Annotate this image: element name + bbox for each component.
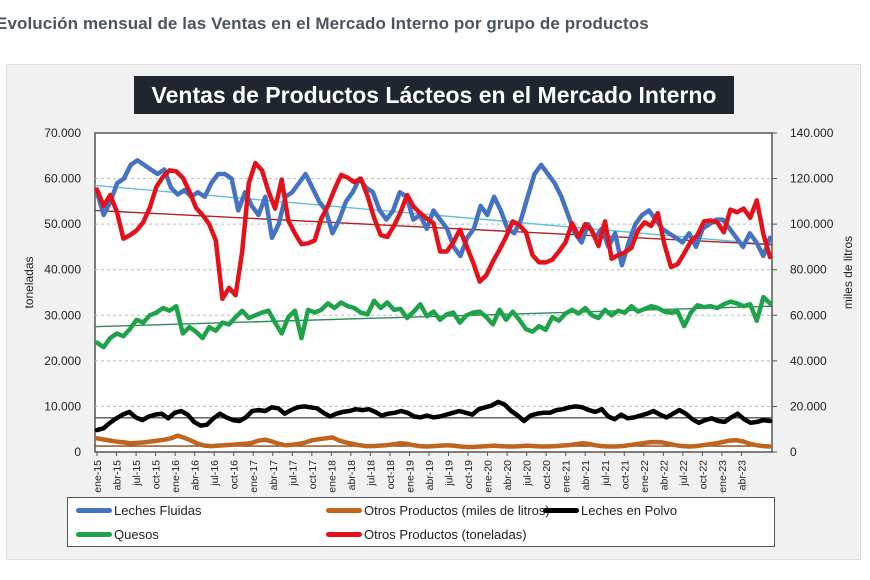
legend-label: Leches en Polvo: [581, 503, 678, 518]
legend-item-otros-litros: Otros Productos (miles de litros): [326, 503, 550, 518]
y-tick-label: 10.000: [44, 399, 81, 413]
x-axis: ene-15 abr-15 jul-15 oct-15 ene-16 abr-16 jul-…: [92, 452, 748, 493]
y-tick-label: 40.000: [44, 263, 81, 277]
legend-label: Otros Productos (toneladas): [364, 527, 527, 542]
x-tick-label: ene-18: [326, 460, 338, 493]
x-tick-label: oct-19: [463, 460, 475, 489]
x-tick-label: ene-20: [483, 460, 495, 493]
x-tick-label: ene-16: [170, 460, 182, 493]
x-tick-label: abr-22: [658, 460, 670, 491]
x-tick-label: abr-18: [346, 460, 358, 491]
y2-tick-label: 120.000: [790, 172, 834, 186]
y-tick-label: 0: [74, 445, 81, 459]
y-tick-label: 70.000: [44, 126, 81, 140]
chart-legend: Leches Fluidas Otros Productos (miles de…: [67, 497, 775, 547]
legend-label: Otros Productos (miles de litros): [364, 503, 550, 518]
plot-area: [94, 132, 773, 453]
x-tick-label: oct-21: [619, 460, 631, 489]
y2-tick-label: 20.000: [790, 399, 827, 413]
chart-title: Ventas de Productos Lácteos en el Mercad…: [134, 76, 734, 114]
x-tick-label: abr-21: [580, 460, 592, 491]
x-tick-label: ene-22: [639, 460, 651, 493]
y2-tick-label: 40.000: [790, 354, 827, 368]
y-tick-label: 20.000: [44, 354, 81, 368]
legend-item-leches-fluidas: Leches Fluidas: [76, 503, 201, 518]
x-tick-label: ene-23: [717, 460, 729, 493]
legend-item-leches-polvo: Leches en Polvo: [543, 503, 677, 518]
y2-tick-label: 0: [790, 445, 797, 459]
x-tick-label: ene-19: [404, 460, 416, 493]
y2-tick-label: 80.000: [790, 263, 827, 277]
x-tick-label: oct-18: [385, 460, 397, 489]
y-axis-left: 0 10.000 20.000 30.000 40.000 50.000 60.000 70.…: [44, 126, 81, 459]
y2-axis-label: miles de litros: [841, 236, 855, 309]
x-tick-label: ene-21: [561, 460, 573, 493]
x-tick-label: oct-20: [541, 460, 553, 489]
x-tick-label: abr-15: [112, 460, 124, 491]
x-tick-label: abr-19: [424, 460, 436, 491]
x-tick-label: jul-19: [444, 460, 456, 487]
x-tick-label: jul-20: [522, 460, 534, 487]
series-line-quesos: [94, 294, 773, 350]
y-tick-label: 30.000: [44, 308, 81, 322]
legend-item-quesos: Quesos: [76, 527, 159, 542]
x-tick-label: jul-15: [131, 460, 143, 487]
legend-label: Quesos: [114, 527, 159, 542]
y-tick-label: 50.000: [44, 217, 81, 231]
x-tick-label: ene-15: [92, 460, 104, 493]
legend-swatch: [76, 508, 112, 513]
legend-swatch: [326, 508, 362, 513]
series-line-leches-en-polvo: [94, 399, 773, 433]
legend-label: Leches Fluidas: [114, 503, 202, 518]
series-line-otros-productos-toneladas-: [94, 160, 773, 302]
x-tick-label: abr-16: [190, 460, 202, 491]
y-axis-label: toneladas: [22, 256, 36, 308]
x-tick-label: jul-17: [287, 460, 299, 487]
y2-tick-label: 60.000: [790, 308, 827, 322]
legend-item-otros-toneladas: Otros Productos (toneladas): [326, 527, 527, 542]
x-tick-label: abr-20: [502, 460, 514, 491]
x-tick-label: jul-21: [600, 460, 612, 487]
x-tick-label: oct-15: [151, 460, 163, 489]
legend-swatch: [76, 532, 112, 537]
y2-tick-label: 140.000: [790, 126, 834, 140]
page-title: Evolución mensual de las Ventas en el Me…: [0, 14, 649, 33]
y-axis-right: 0 20.000 40.000 60.000 80.000 100.000 120.000 1…: [772, 126, 834, 459]
x-tick-label: oct-16: [229, 460, 241, 489]
x-tick-label: abr-23: [736, 460, 748, 491]
y2-tick-label: 100.000: [790, 217, 834, 231]
y-tick-label: 60.000: [44, 172, 81, 186]
x-tick-label: oct-22: [697, 460, 709, 489]
x-tick-label: ene-17: [248, 460, 260, 493]
x-tick-label: jul-22: [678, 460, 690, 487]
series-lines: [94, 158, 773, 450]
legend-swatch: [326, 532, 362, 537]
series-line-otros-productos-miles-de-litros-: [94, 433, 773, 450]
x-tick-label: jul-16: [209, 460, 221, 487]
legend-swatch: [543, 508, 579, 513]
x-tick-label: abr-17: [268, 460, 280, 491]
x-tick-label: jul-18: [365, 460, 377, 487]
x-tick-label: oct-17: [307, 460, 319, 489]
